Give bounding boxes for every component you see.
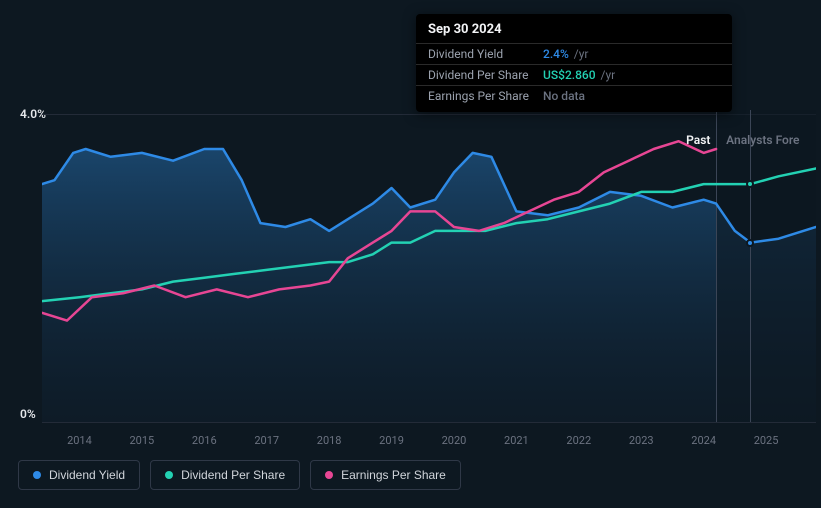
tooltip-anchor-line: [750, 110, 751, 422]
legend-item-dividend-yield[interactable]: Dividend Yield: [18, 460, 140, 490]
x-tick: 2018: [317, 434, 342, 447]
tooltip-metric-value: US$2.860 /yr: [543, 68, 615, 82]
legend-color-dot: [33, 471, 41, 479]
plot-area[interactable]: [42, 110, 816, 422]
legend-color-dot: [325, 471, 333, 479]
chart-legend: Dividend Yield Dividend Per Share Earnings…: [18, 460, 461, 490]
forecast-marker: [746, 180, 754, 188]
gridline-bottom: [42, 422, 816, 423]
legend-label: Dividend Yield: [49, 468, 125, 482]
tooltip-metric-label: Earnings Per Share: [428, 89, 543, 103]
tooltip-metric-label: Dividend Per Share: [428, 68, 543, 82]
zone-label-forecast: Analysts Fore: [726, 133, 799, 147]
x-tick: 2021: [504, 434, 529, 447]
x-tick: 2022: [566, 434, 591, 447]
legend-item-earnings-per-share[interactable]: Earnings Per Share: [310, 460, 461, 490]
y-axis-min-label: 0%: [20, 407, 36, 421]
tooltip-row: Dividend Yield2.4% /yr: [416, 43, 732, 64]
tooltip-metric-label: Dividend Yield: [428, 47, 543, 61]
x-tick: 2024: [691, 434, 716, 447]
forecast-marker: [746, 239, 754, 247]
zone-label-past: Past: [686, 133, 710, 147]
legend-label: Dividend Per Share: [181, 468, 285, 482]
tooltip-row: Earnings Per ShareNo data: [416, 85, 732, 106]
past-divider-line: [716, 110, 717, 422]
forecast-overlay: [716, 110, 816, 422]
x-tick: 2015: [129, 434, 154, 447]
x-tick: 2019: [379, 434, 404, 447]
tooltip-metric-value: No data: [543, 89, 585, 103]
x-tick: 2023: [629, 434, 654, 447]
chart-tooltip: Sep 30 2024 Dividend Yield2.4% /yrDivide…: [416, 14, 732, 112]
x-tick: 2014: [67, 434, 92, 447]
legend-color-dot: [165, 471, 173, 479]
tooltip-date: Sep 30 2024: [416, 22, 732, 43]
legend-label: Earnings Per Share: [341, 468, 446, 482]
legend-item-dividend-per-share[interactable]: Dividend Per Share: [150, 460, 300, 490]
x-tick: 2017: [254, 434, 279, 447]
tooltip-row: Dividend Per ShareUS$2.860 /yr: [416, 64, 732, 85]
tooltip-metric-value: 2.4% /yr: [543, 47, 588, 61]
dividend-chart: 4.0% 0% Past Analysts Fore 2014201520162…: [0, 0, 821, 508]
x-tick: 2016: [192, 434, 217, 447]
area-fill-svg: [42, 110, 816, 422]
x-tick: 2025: [754, 434, 779, 447]
x-tick: 2020: [442, 434, 467, 447]
